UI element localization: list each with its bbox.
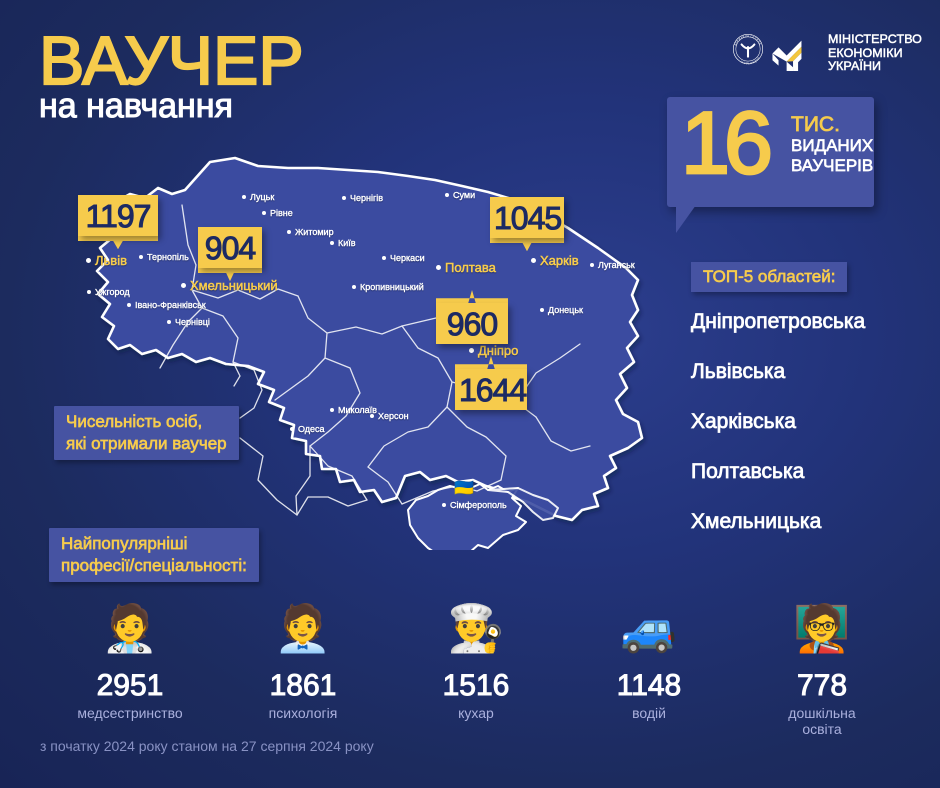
svg-text:ДЕРЖАВНА СЛУЖБА: ДЕРЖАВНА СЛУЖБА: [734, 35, 761, 46]
svg-text:ЗАЙНЯТОСТІ: ЗАЙНЯТОСТІ: [740, 56, 760, 64]
